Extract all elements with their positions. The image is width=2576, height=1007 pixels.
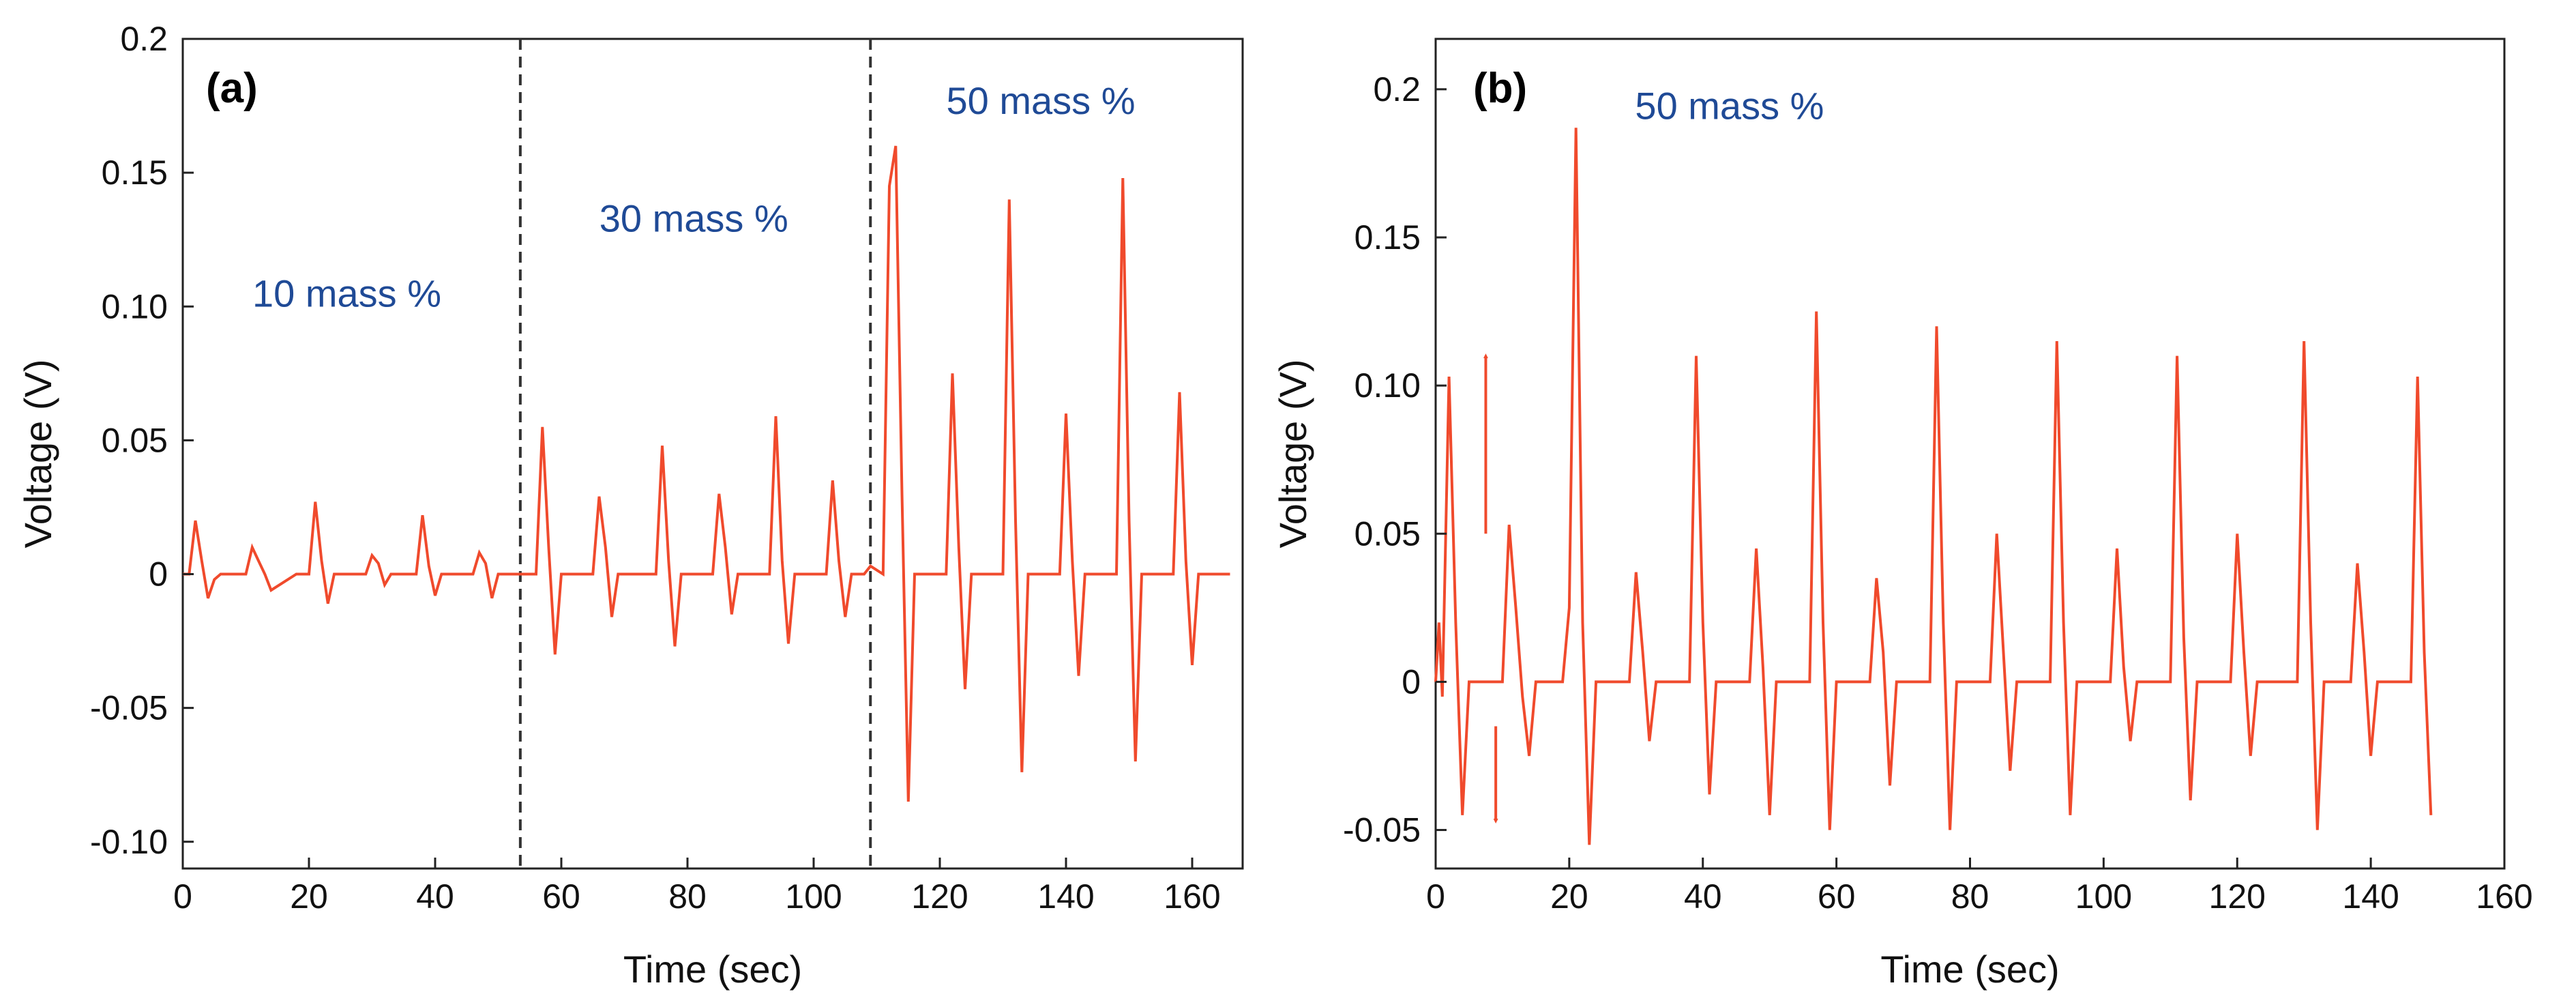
y-tick-label: 0 [149,555,168,594]
y-tick-label: 0.2 [1373,70,1421,108]
mass-annotation: 30 mass % [599,196,788,239]
panel-label-b: (b) [1473,65,1527,112]
x-tick-label: 80 [668,877,707,916]
x-tick-label: 20 [1550,877,1588,916]
panel-label-a: (a) [206,65,258,112]
voltage-trace-b [1434,128,2433,845]
x-tick-label: 60 [1818,877,1856,916]
x-axis-title-a: Time (sec) [623,948,802,991]
x-tick-label: 140 [1037,877,1094,916]
x-tick-label: 60 [542,877,580,916]
mass-annotation: 50 mass % [947,79,1136,122]
x-ticks-b: 0 20 40 60 80 100 120 140 160 [1426,858,2533,916]
y-axis-title-b: Voltage (V) [1271,359,1314,548]
annotations-a: 10 mass % 30 mass % 50 mass % [252,79,1136,315]
y-axis-title-a: Voltage (V) [16,359,59,548]
divider-lines-a [518,39,872,869]
plot-frame-a [181,38,1244,870]
x-tick-label: 160 [1164,877,1220,916]
y-ticks-a: -0.10 -0.05 0 0.05 0.10 0.15 0.2 [90,20,194,861]
y-tick-label: 0.15 [102,154,168,192]
x-tick-label: 160 [2476,877,2532,916]
mass-annotation: 50 mass % [1635,84,1824,127]
y-ticks-b: -0.05 0 0.05 0.10 0.15 0.2 [1343,70,1447,849]
x-tick-label: 100 [2075,877,2132,916]
y-tick-label: 0.05 [102,421,168,459]
x-tick-label: 120 [911,877,968,916]
mass-annotation: 10 mass % [252,272,441,315]
x-tick-label: 140 [2342,877,2399,916]
x-tick-label: 40 [1684,877,1722,916]
y-tick-label: 0.2 [120,20,168,58]
x-tick-label: 120 [2209,877,2266,916]
x-tick-label: 0 [1426,877,1445,916]
annotations-b: 50 mass % [1635,84,1824,127]
y-tick-label: -0.05 [1343,811,1421,849]
x-axis-title-b: Time (sec) [1880,948,2059,991]
y-tick-label: 0.10 [1354,366,1421,405]
panel-a: 0 20 40 60 80 100 120 140 160 -0.10 -0.05 0 0.05 0.1… [16,20,1244,991]
panel-b: 0 20 40 60 80 100 120 140 160 -0.0500.050.100.15… [1271,38,2533,991]
plot-frame-b [1434,38,2506,870]
x-tick-label: 100 [785,877,842,916]
y-tick-label: 0.10 [102,287,168,325]
y-tick-label: -0.05 [90,689,168,727]
y-tick-label: 0.05 [1354,514,1421,553]
voltage-trace-a [183,145,1230,802]
x-ticks-a: 0 20 40 60 80 100 120 140 160 [173,858,1221,916]
x-tick-label: 0 [173,877,192,916]
y-tick-label: 0.15 [1354,218,1421,257]
x-tick-label: 20 [290,877,328,916]
y-tick-label: -0.10 [90,823,168,861]
x-tick-label: 40 [416,877,454,916]
x-tick-label: 80 [1951,877,1989,916]
arrows-b [1483,353,1498,824]
y-tick-label: 0 [1402,662,1421,701]
